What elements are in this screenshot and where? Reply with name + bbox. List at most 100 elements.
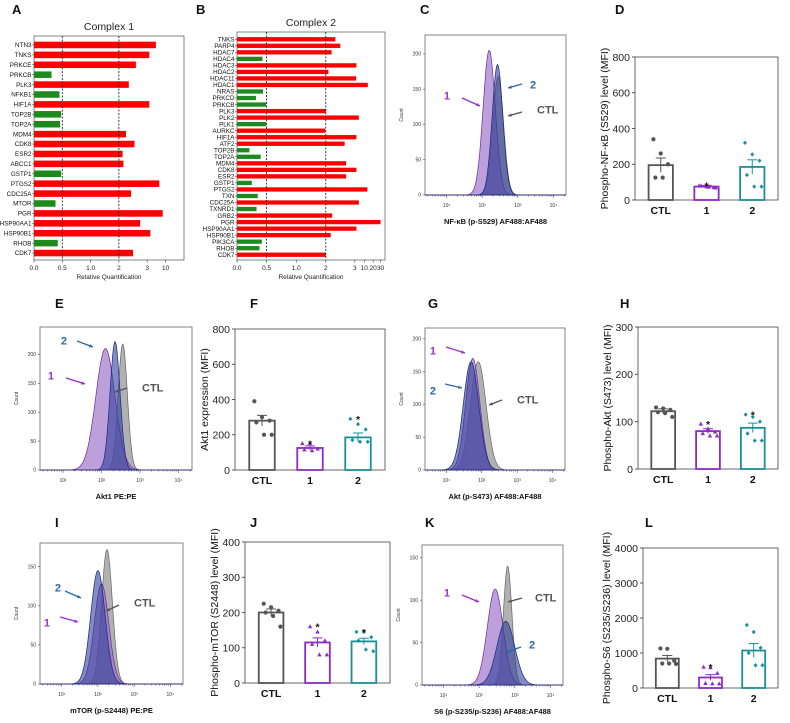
gene-label: TXNRD1: [209, 206, 235, 213]
chart-title: Complex 2: [286, 17, 336, 29]
x-tick-label: 10⁴: [166, 692, 174, 698]
gene-label: PTGS2: [214, 187, 235, 194]
gene-label: HDAC2: [213, 69, 235, 76]
y-axis-label: Phospho-NF-κB (S529) level (MFI): [599, 48, 611, 210]
bar-ctl: [650, 410, 676, 470]
bar-hsp90aa1: [34, 220, 141, 227]
gene-label: PGR: [18, 211, 32, 218]
data-point: [745, 431, 750, 436]
bar-pik3ca: [237, 239, 262, 244]
gene-label: RHOB: [13, 240, 31, 247]
y-axis-label: Count: [396, 608, 402, 622]
data-point: [668, 407, 673, 412]
bar-ptgs2: [237, 187, 368, 192]
bar-top2a: [34, 120, 61, 128]
x-tick-label: 10²: [98, 478, 106, 484]
x-tick-label: 10¹: [443, 478, 451, 484]
category-label: CTL: [657, 693, 678, 705]
data-point: [315, 446, 320, 451]
data-point: [261, 601, 266, 606]
bar-cdc25a: [237, 200, 359, 205]
y-tick-label: 150: [413, 87, 422, 93]
gene-label: CDK7: [15, 250, 32, 257]
data-point: [665, 162, 671, 167]
data-point: [660, 661, 665, 666]
bar-pgr: [237, 219, 381, 225]
gene-label: GSTP1: [11, 171, 32, 178]
data-point: [371, 649, 376, 654]
gene-label: MDM4: [216, 161, 235, 168]
data-point: [324, 652, 330, 657]
gene-label: ESR2: [15, 151, 32, 158]
x-tick-label: 3: [353, 265, 357, 272]
bar-ctl: [248, 419, 276, 471]
data-point: [700, 431, 705, 436]
data-point: [269, 432, 274, 437]
bar-nfkb1: [34, 91, 60, 98]
data-point: [670, 414, 675, 420]
panel-c: C 0 50 100 150 200 Count 10¹ 10² 10³ 10⁴ NF-κB (p-S…: [399, 2, 567, 226]
x-tick-label: 10³: [514, 478, 522, 484]
bar-ctl: [257, 611, 285, 684]
y-tick-label: 200: [222, 607, 240, 619]
data-point: [759, 438, 764, 443]
annotation-label: 2: [430, 386, 436, 398]
bar-gstp1: [34, 170, 62, 178]
data-point: [307, 441, 313, 446]
gene-label: HDAC7: [213, 50, 235, 57]
bar-prkcb: [34, 71, 52, 78]
arrow-head-icon: [508, 599, 512, 603]
category-label: 1: [315, 688, 321, 700]
y-tick-label: 2000: [615, 613, 639, 625]
y-tick-label: 0: [632, 683, 638, 695]
y-tick-label: 150: [410, 555, 419, 561]
bar-rhob: [34, 239, 58, 247]
arrow-head-icon: [74, 619, 78, 623]
data-point: [708, 665, 713, 670]
y-tick-label: 200: [413, 337, 422, 343]
x-tick-label: 10³: [514, 203, 522, 209]
data-point: [658, 151, 663, 156]
data-point: [300, 441, 305, 446]
data-point: [658, 646, 663, 651]
significance-star: *: [751, 410, 756, 422]
x-tick-label: 10²: [478, 203, 486, 209]
x-tick-label: 1.0: [86, 265, 95, 272]
data-point: [660, 175, 665, 180]
category-label: CTL: [653, 474, 674, 486]
arrow-head-icon: [461, 350, 465, 354]
bar-esr2: [237, 174, 347, 179]
annotation-label: 2: [530, 80, 536, 92]
x-axis-label: NF-κB (p-S529) AF488:AF488: [444, 217, 547, 226]
bar-tnks: [34, 51, 150, 59]
gene-label: HIF1A: [14, 102, 33, 109]
data-point: [750, 152, 755, 157]
data-point: [350, 437, 355, 443]
y-tick-label: 1000: [615, 648, 639, 660]
arrow-head-icon: [115, 389, 119, 393]
y-tick-label: 100: [413, 402, 422, 408]
x-tick-label: 10³: [136, 478, 144, 484]
plot-frame: [236, 31, 386, 261]
data-point: [717, 681, 722, 686]
category-label: CTL: [651, 205, 672, 217]
bar-esr2: [34, 150, 123, 158]
gene-label: TNKS: [218, 36, 235, 43]
bar-hdac7: [237, 50, 332, 55]
arrow-head-icon: [508, 113, 512, 117]
bar-hif1a: [237, 135, 357, 140]
y-tick-label: 0: [224, 465, 230, 477]
y-tick-label: 0: [415, 683, 418, 689]
annotation-label: CTL: [535, 593, 557, 605]
data-point: [743, 412, 748, 417]
bar-plk2: [237, 115, 359, 120]
gene-label: AURKC: [212, 128, 234, 135]
significance-star: *: [362, 627, 367, 639]
gene-label: HSP90AA1: [0, 221, 32, 228]
data-point: [261, 432, 267, 437]
bar-prkcb: [237, 102, 267, 107]
arrow-head-icon: [489, 402, 493, 406]
data-point: [746, 650, 751, 656]
data-point: [707, 433, 713, 438]
